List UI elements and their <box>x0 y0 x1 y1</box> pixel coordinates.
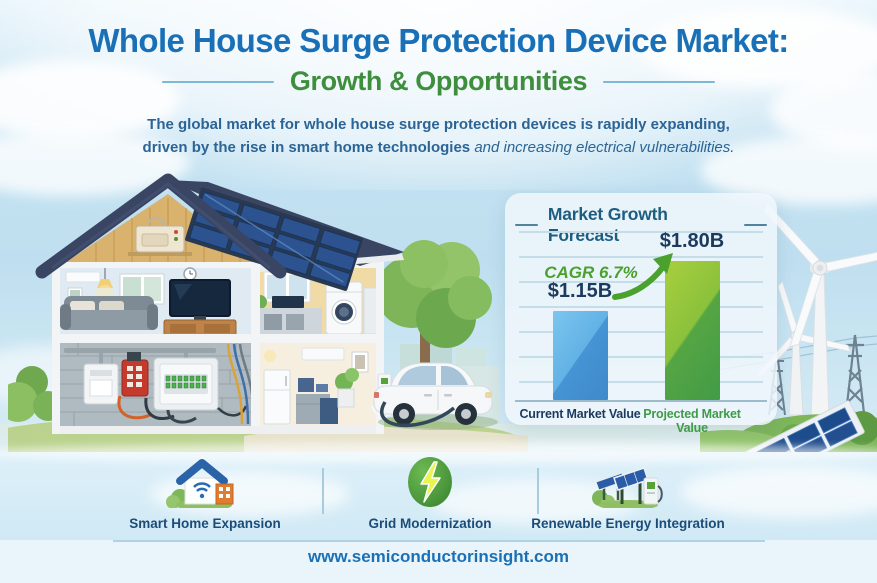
chart-gridline <box>519 306 763 308</box>
lightning-bolt-icon <box>408 457 452 507</box>
website-link[interactable]: www.semiconductorinsight.com <box>307 547 569 566</box>
bar-chart: $1.15B $1.80B CAGR 6.7% <box>515 230 767 402</box>
home-battery-icon <box>135 216 185 253</box>
feature-label: Smart Home Expansion <box>129 516 281 531</box>
description-line1-tail: , <box>725 116 730 133</box>
feature-smart-home-expansion: Smart Home Expansion <box>105 456 305 531</box>
description-line1-bold: rapidly expanding <box>597 116 726 133</box>
chart-gridline <box>519 256 763 258</box>
bar-current-market-value <box>553 311 608 400</box>
laundry-room <box>253 268 379 335</box>
description: The global market for whole house surge … <box>119 113 759 160</box>
chart-title-row: Market Growth Forecast <box>505 204 777 246</box>
growth-arrow-icon <box>612 253 673 300</box>
transmission-tower-icon <box>843 334 867 423</box>
basement-electrical <box>60 342 256 426</box>
cagr-annotation: CAGR 6.7% <box>544 263 638 282</box>
ev-car-icon <box>373 362 498 430</box>
title-dash-right <box>744 224 767 226</box>
solar-ev-charger-icon <box>592 467 663 508</box>
feature-label: Grid Modernization <box>368 516 492 531</box>
cloud <box>0 60 180 140</box>
chart-gridline <box>519 231 763 233</box>
bar-value-current: $1.15B <box>547 280 613 302</box>
market-growth-forecast-panel: Market Growth Forecast $1.15B $1.80B CAG… <box>505 193 777 435</box>
wind-turbine-icon <box>764 201 877 419</box>
feature-renewable-energy-integration: Renewable Energy Integration <box>518 456 738 531</box>
description-line1: The global market for whole house surge … <box>147 116 598 133</box>
chart-baseline <box>515 400 767 402</box>
surge-protector-icon <box>121 359 149 397</box>
living-room <box>60 267 251 337</box>
title-dash-left <box>515 224 538 226</box>
bar-value-projected: $1.80B <box>659 230 725 252</box>
description-line2: driven by the rise in smart home technol… <box>142 139 475 157</box>
chart-gridline <box>519 356 763 358</box>
chart-gridline <box>519 381 763 383</box>
bar-projected-market-value <box>665 261 720 400</box>
header: Whole House Surge Protection Device Mark… <box>0 22 877 160</box>
strip-wave <box>0 443 877 463</box>
feature-divider <box>537 468 539 514</box>
house-illustration <box>8 173 528 460</box>
chart-title: Market Growth Forecast <box>547 204 668 245</box>
subtitle-line-right <box>603 80 716 83</box>
feature-divider <box>322 468 324 514</box>
footer-divider <box>113 540 765 542</box>
cutaway-house-icon <box>35 173 404 434</box>
page-subtitle: Growth & Opportunities <box>289 66 588 96</box>
tree-icon <box>376 240 492 410</box>
utility-room <box>258 342 376 426</box>
feature-label: Renewable Energy Integration <box>531 516 725 531</box>
category-current-market-value: Current Market Value <box>519 407 641 421</box>
charging-cable <box>380 401 456 428</box>
page-title: Whole House Surge Protection Device Mark… <box>88 22 789 59</box>
feature-grid-modernization: Grid Modernization <box>330 456 530 531</box>
chart-gridline <box>519 281 763 283</box>
category-projected-market-value: Projected Market Value <box>643 407 741 435</box>
subtitle-line-left <box>161 80 274 83</box>
description-line2-italic: and increasing electrical vulnerabilitie… <box>474 139 735 157</box>
smart-home-wifi-icon <box>166 459 234 508</box>
footer-band <box>0 540 877 583</box>
chart-gridline <box>519 331 763 333</box>
cloud <box>680 466 877 518</box>
